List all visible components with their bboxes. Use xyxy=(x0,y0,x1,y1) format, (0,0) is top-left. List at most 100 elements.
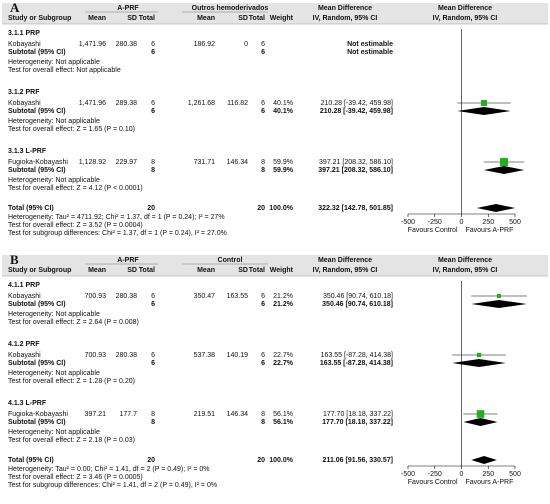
study-name: Kobayashi xyxy=(8,41,41,48)
favours-label: Favours Control xyxy=(408,227,458,234)
subtotal-label: Subtotal (95% CI) xyxy=(8,419,66,426)
study-cell: 6 xyxy=(151,352,155,359)
group-label: Control xyxy=(218,257,243,264)
ci-label: 177.70 [18.18, 337.22] xyxy=(322,419,393,426)
study-cell: 186.92 xyxy=(194,41,216,48)
column-header: IV, Random, 95% CI xyxy=(313,15,378,22)
ci-label: Not estimable xyxy=(347,49,393,56)
note: Test for overall effect: Z = 2.18 (P = 0… xyxy=(8,437,135,444)
x-tick-label: 500 xyxy=(509,219,521,226)
x-tick-label: -500 xyxy=(401,471,415,478)
x-tick-label: 500 xyxy=(509,471,521,478)
subtotal-n: 8 xyxy=(151,167,155,174)
study-cell: 8 xyxy=(151,411,155,418)
total-n: 20 xyxy=(147,457,155,464)
weight: 59.9% xyxy=(273,159,293,166)
subgroup-title: 3.1.2 PRF xyxy=(8,89,40,96)
subgroup-title: 4.1.2 PRF xyxy=(8,341,40,348)
study-cell: 289.38 xyxy=(116,100,138,107)
note: Test for overall effect: Z = 4.12 (P < 0… xyxy=(8,185,143,192)
study-cell: 1,128.92 xyxy=(79,159,106,166)
weight: 56.1% xyxy=(273,419,294,426)
column-header: Total xyxy=(139,267,155,274)
study-cell: 280.38 xyxy=(116,41,138,48)
study-cell: 6 xyxy=(151,41,155,48)
note: Heterogeneity: Not applicable xyxy=(8,118,100,125)
favours-label: Favours A-PRF xyxy=(466,479,514,486)
study-cell: 229.97 xyxy=(116,159,138,166)
subtotal-n: 6 xyxy=(151,360,155,367)
study-cell: 140.19 xyxy=(227,352,249,359)
column-header: IV, Random, 95% CI xyxy=(313,267,378,274)
subgroup-title: 4.1.1 PRP xyxy=(8,282,40,289)
subtotal-n: 6 xyxy=(151,301,155,308)
column-header: Total xyxy=(249,15,265,22)
note: Test for overall effect: Not applicable xyxy=(8,67,121,74)
study-name: Kobayashi xyxy=(8,352,41,359)
ci-label: 177.70 [18.18, 337.22] xyxy=(323,411,393,418)
study-cell: 350.47 xyxy=(194,293,216,300)
study-cell: 6 xyxy=(151,293,155,300)
study-name: Kobayashi xyxy=(8,100,41,107)
diamond xyxy=(471,456,497,464)
subtotal-label: Subtotal (95% CI) xyxy=(8,108,66,115)
study-cell: 397.21 xyxy=(85,411,107,418)
x-tick-label: 0 xyxy=(460,219,464,226)
x-tick-label: 0 xyxy=(460,471,464,478)
study-cell: 219.51 xyxy=(194,411,216,418)
weight: 59.9% xyxy=(273,167,294,174)
subtotal-label: Subtotal (95% CI) xyxy=(8,167,66,174)
study-cell: 700.93 xyxy=(85,293,107,300)
subtotal-n: 6 xyxy=(151,49,155,56)
weight: 40.1% xyxy=(273,100,293,107)
subtotal-label: Subtotal (95% CI) xyxy=(8,360,66,367)
study-cell: 6 xyxy=(261,41,265,48)
column-header: Mean xyxy=(197,267,215,274)
header-band xyxy=(2,255,548,276)
study-cell: 0 xyxy=(244,41,248,48)
subgroup-title: 4.1.3 L-PRF xyxy=(8,400,47,407)
column-header: Total xyxy=(249,267,265,274)
study-square xyxy=(476,410,485,418)
study-cell: 280.38 xyxy=(116,352,138,359)
subgroup-title: 3.1.1 PRP xyxy=(8,30,40,37)
study-name: Fugioka-Kobayashi xyxy=(8,159,68,166)
plot-header: Mean Difference xyxy=(438,257,492,264)
study-cell: 1,471.96 xyxy=(79,41,106,48)
study-square xyxy=(480,99,488,107)
diamond xyxy=(457,107,511,115)
study-cell: 1,471.96 xyxy=(79,100,106,107)
column-header: SD xyxy=(238,15,248,22)
note: Heterogeneity: Not applicable xyxy=(8,370,100,377)
note: Heterogeneity: Not applicable xyxy=(8,311,100,318)
study-name: Fugioka-Kobayashi xyxy=(8,411,68,418)
diamond xyxy=(452,359,506,367)
study-cell: 146.34 xyxy=(227,411,249,418)
subtotal-n: 6 xyxy=(261,301,265,308)
weight: 22.7% xyxy=(273,352,293,359)
column-header: Mean xyxy=(88,267,106,274)
study-cell: 6 xyxy=(261,352,265,359)
note: Test for overall effect: Z = 2.64 (P = 0… xyxy=(8,319,139,326)
column-header: Weight xyxy=(270,15,294,22)
subtotal-label: Subtotal (95% CI) xyxy=(8,301,66,308)
group-label: A-PRF xyxy=(117,257,139,264)
subtotal-n: 8 xyxy=(261,419,265,426)
note: Test for overall effect: Z = 1.28 (P = 0… xyxy=(8,378,135,385)
panel-label: B xyxy=(10,252,19,267)
plot-header: Mean Difference xyxy=(438,5,492,12)
study-cell: 1,261.68 xyxy=(188,100,215,107)
total-n: 20 xyxy=(257,457,265,464)
note: Heterogeneity: Not applicable xyxy=(8,59,100,66)
column-header: Total xyxy=(139,15,155,22)
x-tick-label: 250 xyxy=(482,219,494,226)
ci-label: Not estimable xyxy=(347,41,393,48)
column-header: Study or Subgroup xyxy=(8,15,71,22)
study-cell: 177.7 xyxy=(119,411,137,418)
favours-label: Favours A-PRF xyxy=(466,227,514,234)
group-label: A-PRF xyxy=(117,5,139,12)
weight: 21.2% xyxy=(273,301,294,308)
ci-label: 211.06 [91.56, 330.57] xyxy=(323,457,393,464)
note: Heterogeneity: Not applicable xyxy=(8,429,100,436)
